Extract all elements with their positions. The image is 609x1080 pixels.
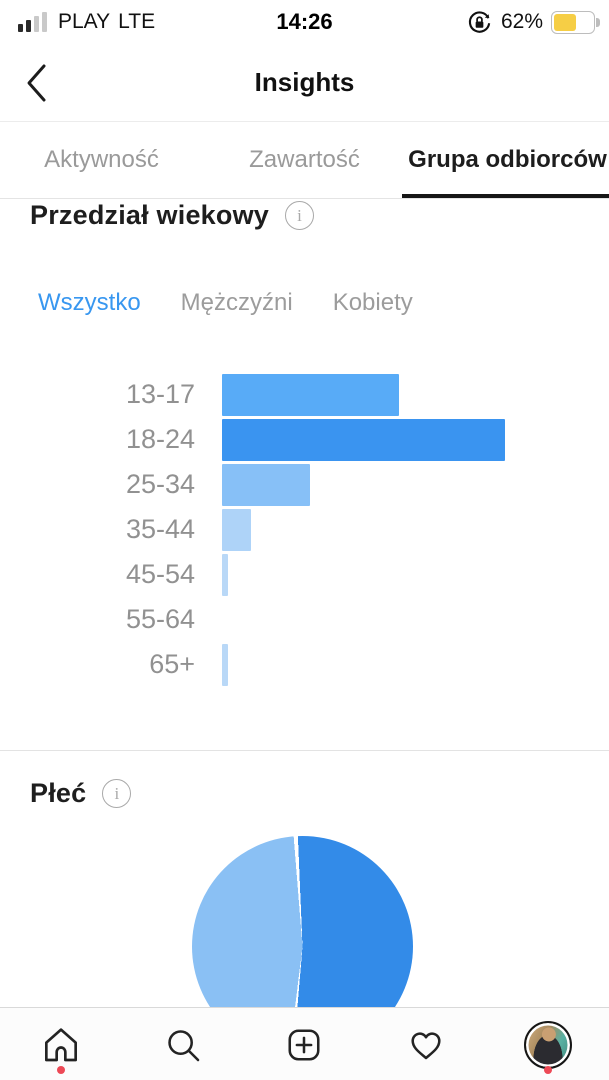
- status-bar: PLAY LTE 14:26 62%: [0, 0, 609, 44]
- age-bar: [222, 418, 505, 461]
- age-section-header: Przedział wiekowy i: [30, 200, 314, 231]
- age-chart-row: 65+: [0, 642, 609, 687]
- age-chart-row: 35-44: [0, 507, 609, 552]
- insights-tabs: Aktywność Zawartość Grupa odbiorców: [0, 122, 609, 199]
- age-chart-row: 18-24: [0, 417, 609, 462]
- age-bar: [222, 643, 228, 686]
- age-bucket-label: 55-64: [125, 604, 195, 634]
- status-left: PLAY LTE: [0, 10, 155, 34]
- nav-bar: Insights: [0, 44, 609, 122]
- gender-section-title: Płeć: [30, 778, 87, 808]
- profile-tab[interactable]: [487, 1008, 609, 1080]
- age-bar: [222, 463, 311, 506]
- battery-percent: 62%: [500, 10, 543, 33]
- age-bucket-label: 25-34: [125, 469, 195, 499]
- age-bucket-label: 13-17: [125, 379, 195, 409]
- age-bar: [222, 553, 228, 596]
- age-bar-chart: 13-17 18-24 25-34 35-44 45-54 55-64 65+: [0, 372, 609, 687]
- age-bucket-label: 45-54: [125, 559, 195, 589]
- profile-notification-dot: [544, 1066, 553, 1074]
- age-bucket-label: 18-24: [125, 424, 195, 454]
- info-icon[interactable]: i: [285, 201, 314, 230]
- tab-zawartosc[interactable]: Zawartość: [249, 146, 360, 173]
- age-bucket-label: 35-44: [125, 514, 195, 544]
- battery-fill: [554, 13, 577, 31]
- battery-icon: [551, 10, 600, 34]
- bottom-tab-bar: [0, 1007, 609, 1080]
- battery-cap: [596, 17, 600, 27]
- gender-pie-wrap: [0, 824, 609, 1007]
- tab-aktywnosc[interactable]: Aktywność: [44, 146, 159, 173]
- carrier-label: PLAY: [58, 10, 111, 33]
- back-button[interactable]: [24, 62, 54, 104]
- home-notification-dot: [56, 1066, 65, 1074]
- filter-kobiety[interactable]: Kobiety: [332, 289, 413, 316]
- age-bar: [222, 508, 252, 551]
- signal-strength-icon: [18, 12, 47, 32]
- home-icon: [44, 1027, 77, 1061]
- activity-heart-icon: [411, 1031, 441, 1059]
- orientation-lock-icon: [468, 10, 491, 33]
- status-right: 62%: [466, 9, 609, 36]
- search-icon: [167, 1029, 199, 1061]
- search-tab[interactable]: [122, 1008, 244, 1080]
- new-post-tab[interactable]: [244, 1008, 366, 1080]
- profile-avatar: [524, 1020, 573, 1069]
- age-section-title: Przedział wiekowy: [30, 200, 269, 230]
- tab-grupa-odbiorcow[interactable]: Grupa odbiorców: [408, 146, 607, 173]
- chevron-left-icon: [27, 64, 46, 102]
- clock: 14:26: [276, 9, 333, 34]
- section-divider: [0, 750, 609, 751]
- gender-pie-chart: [192, 836, 413, 1007]
- filter-wszystko[interactable]: Wszystko: [38, 289, 141, 316]
- age-chart-row: 55-64: [0, 597, 609, 642]
- active-tab-underline: [402, 194, 609, 198]
- age-chart-row: 45-54: [0, 552, 609, 597]
- age-chart-row: 13-17: [0, 372, 609, 417]
- age-bar: [222, 373, 399, 416]
- age-chart-row: 25-34: [0, 462, 609, 507]
- gender-filter-tabs: Wszystko Mężczyźni Kobiety: [38, 289, 413, 317]
- gender-section-header: Płeć i: [30, 778, 132, 809]
- activity-tab[interactable]: [365, 1008, 487, 1080]
- filter-mezczyzni[interactable]: Mężczyźni: [180, 289, 293, 316]
- new-post-icon: [288, 1028, 321, 1061]
- network-label: LTE: [118, 10, 156, 33]
- info-icon[interactable]: i: [102, 779, 132, 808]
- age-bucket-label: 65+: [149, 649, 195, 679]
- home-tab[interactable]: [0, 1008, 122, 1080]
- page-title: Insights: [254, 67, 355, 97]
